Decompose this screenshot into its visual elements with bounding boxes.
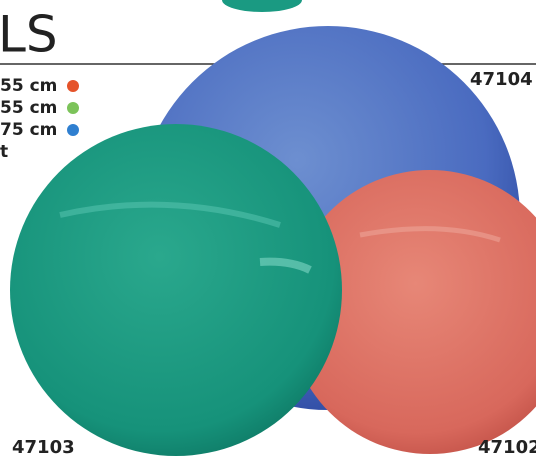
ball-top xyxy=(222,0,302,12)
product-code: 47102 xyxy=(478,437,536,458)
teal-ball xyxy=(10,124,342,456)
title: LS xyxy=(0,6,58,64)
note: t xyxy=(0,142,8,162)
size-label: 55 cm xyxy=(0,76,57,96)
catalog-page: LS 55 cm 55 cm 75 cm t 47104 47103 47102 xyxy=(0,0,536,472)
size-label: 55 cm xyxy=(0,98,57,118)
size-label: 75 cm xyxy=(0,120,57,140)
product-code: 47104 xyxy=(470,69,533,90)
color-dot xyxy=(67,80,79,92)
color-dot xyxy=(67,102,79,114)
product-code: 47103 xyxy=(12,437,75,458)
color-dot xyxy=(67,124,79,136)
